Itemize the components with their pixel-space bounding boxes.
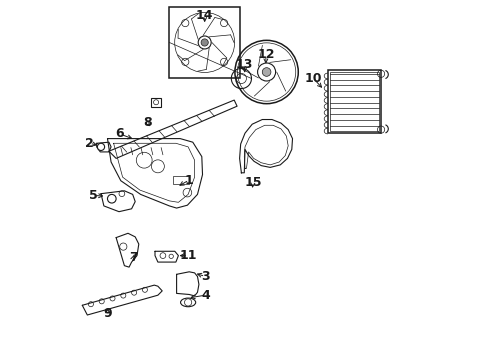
Text: 2: 2: [85, 137, 94, 150]
Bar: [170, 7, 240, 78]
Circle shape: [198, 36, 211, 49]
Text: 13: 13: [236, 58, 253, 71]
Bar: [328, 70, 381, 133]
Bar: [173, 176, 189, 184]
Text: 8: 8: [143, 116, 151, 129]
Text: 14: 14: [196, 9, 214, 22]
Polygon shape: [155, 251, 178, 262]
Text: 5: 5: [90, 189, 98, 202]
Polygon shape: [116, 233, 139, 267]
Polygon shape: [176, 272, 199, 296]
Polygon shape: [97, 142, 111, 152]
Circle shape: [201, 39, 208, 46]
Circle shape: [262, 68, 271, 76]
Text: 15: 15: [244, 176, 262, 189]
Polygon shape: [109, 100, 237, 158]
Text: 7: 7: [129, 251, 138, 264]
Text: 3: 3: [201, 270, 210, 283]
Text: 4: 4: [201, 289, 210, 302]
Text: 1: 1: [185, 174, 194, 186]
Text: 12: 12: [257, 48, 274, 61]
Bar: [330, 72, 379, 131]
Text: 11: 11: [179, 249, 197, 262]
Polygon shape: [107, 139, 202, 208]
Circle shape: [258, 63, 275, 81]
Text: 6: 6: [116, 127, 124, 140]
Text: 9: 9: [103, 307, 112, 320]
Bar: [151, 98, 162, 107]
Polygon shape: [101, 191, 135, 212]
Circle shape: [98, 143, 104, 150]
Polygon shape: [82, 285, 162, 315]
Text: 10: 10: [305, 72, 322, 85]
